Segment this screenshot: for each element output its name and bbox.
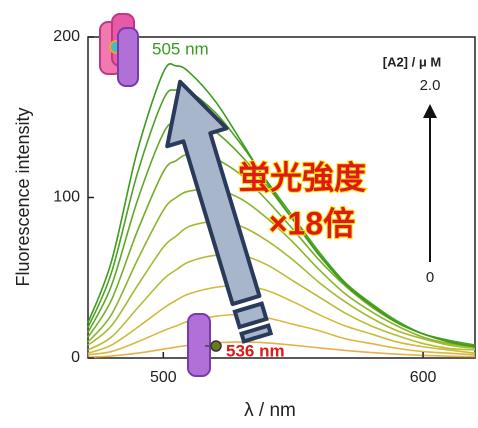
- conc-high: 2.0: [420, 77, 441, 94]
- jp-text-2: ×18倍: [269, 205, 355, 241]
- peak-initial-label: 536 nm: [226, 341, 285, 360]
- chart: [A2] / μ M 2.0 0 505 nm 536 nm 蛍光強度 ×18倍…: [0, 0, 478, 428]
- monomer-icon: [188, 314, 221, 376]
- x-tick-label: 600: [410, 369, 437, 386]
- jp-text-1: 蛍光強度: [238, 159, 366, 195]
- y-tick-label: 100: [53, 189, 80, 206]
- y-axis-label: Fluorescence intensity: [13, 107, 33, 286]
- big-arrow: [150, 73, 287, 347]
- bundle-icon: [100, 14, 138, 86]
- y-tick-label: 200: [53, 28, 80, 45]
- peak-final-label: 505 nm: [152, 39, 209, 58]
- conc-low: 0: [426, 269, 434, 286]
- plot-frame: [88, 37, 475, 358]
- conc-label: [A2] / μ M: [383, 54, 442, 69]
- y-tick-label: 0: [71, 349, 80, 366]
- x-axis-label: λ / nm: [244, 400, 296, 421]
- x-tick-label: 500: [150, 369, 177, 386]
- conc-arrow-head: [423, 104, 437, 118]
